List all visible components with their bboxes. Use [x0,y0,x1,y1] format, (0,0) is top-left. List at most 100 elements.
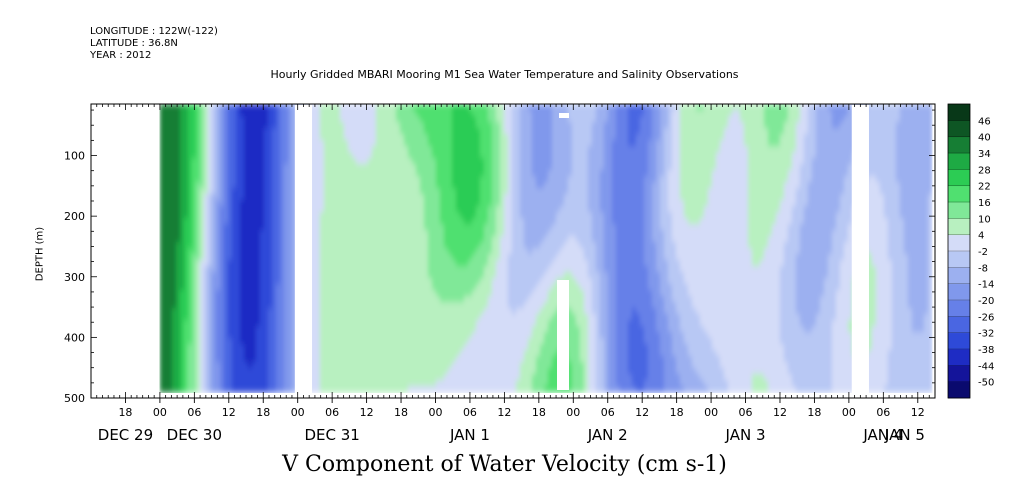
heatmap-cell [551,218,557,225]
heatmap-cell [563,182,569,189]
heatmap-cell [543,362,549,369]
heatmap-cell [515,134,521,141]
heatmap-cell [403,302,409,309]
heatmap-cell [527,254,533,261]
heatmap-cell [231,362,237,369]
heatmap-cell [335,158,341,165]
heatmap-cell [351,260,357,267]
heatmap-cell [279,230,285,237]
heatmap-cell [435,170,441,177]
heatmap-cell [383,332,389,339]
heatmap-cell [423,134,429,141]
heatmap-cell [363,218,369,225]
heatmap-cell [367,320,373,327]
heatmap-cell [223,152,229,159]
heatmap-cell [203,230,209,237]
heatmap-cell [451,164,457,171]
heatmap-cell [471,212,477,219]
heatmap-cell [311,194,317,201]
heatmap-cell [535,278,541,285]
heatmap-cell [223,176,229,183]
heatmap-cell [463,272,469,279]
heatmap-cell [291,350,297,357]
heatmap-cell [263,368,269,375]
heatmap-cell [443,260,449,267]
heatmap-cell [175,362,181,369]
heatmap-cell [163,338,169,345]
heatmap-cell [187,362,193,369]
heatmap-cell [399,116,405,123]
heatmap-cell [343,224,349,231]
heatmap-cell [375,308,381,315]
heatmap-cell [359,344,365,351]
heatmap-cell [483,122,489,129]
heatmap-cell [503,290,509,297]
heatmap-cell [323,188,329,195]
heatmap-cell [259,290,265,297]
heatmap-cell [479,266,485,273]
heatmap-cell [395,212,401,219]
heatmap-cell [195,308,201,315]
heatmap-cell [235,380,241,387]
heatmap-cell [499,260,505,267]
heatmap-cell [571,116,577,123]
heatmap-cell [371,134,377,141]
heatmap-cell [323,350,329,357]
heatmap-cell [543,266,549,273]
heatmap-cell [559,116,565,123]
heatmap-cell [447,200,453,207]
heatmap-cell [511,188,517,195]
heatmap-cell [351,152,357,159]
heatmap-cell [227,140,233,147]
heatmap-cell [275,206,281,213]
heatmap-cell [459,134,465,141]
heatmap-cell [319,380,325,387]
heatmap-cell [279,362,285,369]
heatmap-cell [167,212,173,219]
heatmap-cell [515,248,521,255]
heatmap-cell [471,248,477,255]
heatmap-cell [191,332,197,339]
heatmap-cell [391,236,397,243]
heatmap-cell [399,224,405,231]
heatmap-cell [179,224,185,231]
heatmap-cell [571,332,577,339]
heatmap-cell [271,212,277,219]
heatmap-cell [347,110,353,117]
heatmap-cell [203,314,209,321]
heatmap-cell [223,308,229,315]
heatmap-cell [519,110,525,117]
heatmap-cell [359,374,365,381]
heatmap-cell [179,146,185,153]
heatmap-cell [491,314,497,321]
heatmap-cell [455,116,461,123]
heatmap-cell [455,344,461,351]
heatmap-cell [523,212,529,219]
heatmap-cell [223,194,229,201]
heatmap-cell [551,158,557,165]
heatmap-cell [431,224,437,231]
heatmap-cell [487,194,493,201]
heatmap-cell [167,296,173,303]
heatmap-cell [199,308,205,315]
heatmap-cell [275,224,281,231]
heatmap-cell [427,344,433,351]
heatmap-cell [535,200,541,207]
heatmap-cell [463,338,469,345]
heatmap-cell [327,254,333,261]
heatmap-cell [431,290,437,297]
heatmap-cell [311,104,317,111]
heatmap-cell [203,206,209,213]
heatmap-cell [367,122,373,129]
heatmap-cell [243,278,249,285]
heatmap-cell [451,206,457,213]
heatmap-cell [275,290,281,297]
heatmap-cell [259,212,265,219]
heatmap-cell [387,272,393,279]
heatmap-cell [319,182,325,189]
heatmap-cell [523,104,529,111]
heatmap-cell [379,188,385,195]
heatmap-cell [411,320,417,327]
heatmap-cell [235,212,241,219]
heatmap-cell [359,170,365,177]
